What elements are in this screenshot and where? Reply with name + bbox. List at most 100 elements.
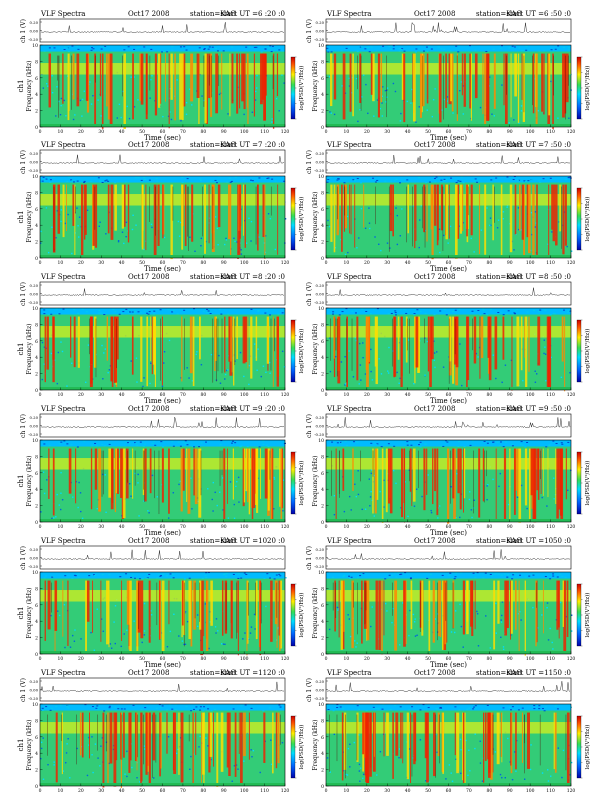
spectrogram-noise-dot bbox=[143, 500, 145, 502]
spectrogram-sferic bbox=[470, 53, 472, 121]
spectrogram-noise-dot bbox=[250, 707, 253, 709]
spectrogram-noise-dot bbox=[484, 572, 487, 574]
spectrogram-noise-dot bbox=[226, 369, 228, 372]
spectrogram-noise-dot bbox=[411, 706, 414, 708]
panel-start-time: start UT =8 :20 :0 bbox=[220, 273, 285, 281]
spectrogram-noise-dot bbox=[181, 640, 184, 642]
spectrogram-noise-dot bbox=[122, 311, 125, 313]
spectrogram-noise-dot bbox=[61, 350, 64, 353]
spectrogram-noise-dot bbox=[114, 182, 117, 184]
spectrogram-sferic bbox=[403, 53, 406, 123]
time-tick-label: 10 bbox=[58, 260, 64, 266]
spectrogram-sferic bbox=[400, 712, 402, 759]
spectrogram-noise-dot bbox=[569, 372, 571, 374]
time-tick-label: 70 bbox=[466, 656, 472, 662]
frequency-tick-label: 10 bbox=[318, 306, 324, 312]
spectrogram-noise-dot bbox=[367, 47, 370, 49]
spectrogram-noise-dot bbox=[502, 218, 505, 220]
spectrogram-noise-dot bbox=[506, 176, 509, 178]
spectrogram-noise-dot bbox=[84, 704, 87, 706]
spectrogram-noise-dot bbox=[437, 46, 440, 48]
spectrogram-noise-dot bbox=[40, 511, 42, 513]
spectrogram-sferic bbox=[478, 184, 481, 255]
spectrogram-noise-dot bbox=[415, 48, 418, 50]
spectrogram-noise-dot bbox=[81, 308, 84, 310]
spectrogram-noise-dot bbox=[479, 314, 482, 316]
waveform-frame bbox=[39, 413, 286, 438]
spectrogram-noise-dot bbox=[355, 495, 357, 498]
time-tick-label: 60 bbox=[160, 656, 166, 662]
spectrogram-noise-dot bbox=[233, 517, 236, 520]
spectrogram-sferic bbox=[375, 580, 378, 650]
spectrogram-noise-dot bbox=[419, 446, 422, 448]
spectrogram-noise-dot bbox=[94, 743, 97, 745]
spectrogram-noise-dot bbox=[394, 90, 397, 93]
spectrogram-noise-dot bbox=[436, 751, 438, 753]
spectrogram-noise-dot bbox=[125, 221, 128, 224]
spectrogram-sferic bbox=[190, 580, 193, 647]
spectrogram-noise-dot bbox=[435, 708, 438, 710]
spectrogram-sferic bbox=[172, 712, 175, 771]
spectrogram-sferic bbox=[502, 316, 505, 360]
spectrogram-noise-dot bbox=[244, 632, 246, 634]
spectrogram-noise-dot bbox=[389, 247, 391, 249]
spectrogram-sferic bbox=[470, 580, 473, 627]
waveform-tick-label: 0.20 bbox=[316, 547, 325, 552]
spectrogram-noise-dot bbox=[439, 707, 442, 709]
time-tick-label: 110 bbox=[546, 524, 555, 530]
spectrogram-noise-dot bbox=[131, 311, 134, 313]
panel-date: Oct17 2008 bbox=[128, 10, 169, 18]
spectrogram-noise-dot bbox=[440, 48, 443, 50]
spectrogram-noise-dot bbox=[81, 745, 83, 748]
spectrogram-noise-dot bbox=[418, 246, 420, 249]
spectrogram-sferic bbox=[192, 316, 195, 387]
spectrogram-noise-dot bbox=[361, 508, 363, 511]
spectrogram-sferic bbox=[212, 318, 214, 383]
spectrogram-noise-dot bbox=[360, 46, 363, 48]
spectrogram-noise-dot bbox=[167, 736, 170, 738]
spectrogram-sferic bbox=[455, 316, 459, 368]
spectrogram-noise-dot bbox=[379, 107, 382, 110]
spectrogram-noise-dot bbox=[441, 574, 444, 576]
spectrogram-sferic bbox=[561, 316, 564, 362]
spectrogram-noise-dot bbox=[170, 118, 173, 121]
spectrogram-noise-dot bbox=[489, 224, 491, 227]
spectrogram-sferic bbox=[270, 186, 272, 216]
time-tick-label: 70 bbox=[466, 392, 472, 398]
spectrogram-noise-dot bbox=[224, 378, 226, 380]
spectrogram-sferic bbox=[80, 184, 84, 257]
colorbar-label: log(PSD(V²/Hz)) bbox=[584, 461, 591, 506]
spectrogram-noise-dot bbox=[419, 444, 422, 446]
spectrogram-noise-dot bbox=[405, 312, 408, 314]
spectrogram-noise-dot bbox=[102, 378, 104, 380]
spectrogram-noise-dot bbox=[232, 708, 235, 710]
spectrogram-sferic bbox=[473, 316, 477, 364]
spectrogram-noise-dot bbox=[60, 220, 62, 223]
spectrogram-noise-dot bbox=[370, 442, 373, 444]
spectrogram-noise-dot bbox=[486, 314, 489, 316]
spectrogram-sferic bbox=[556, 448, 559, 519]
spectrogram-sferic bbox=[255, 186, 257, 245]
spectrogram-noise-dot bbox=[43, 50, 46, 52]
spectrogram-sferic bbox=[136, 712, 138, 771]
spectrogram-noise-dot bbox=[392, 48, 395, 50]
spectrogram-sferic bbox=[351, 318, 353, 371]
spectrogram-noise-dot bbox=[91, 754, 93, 756]
spectrogram-emission-band bbox=[40, 722, 285, 734]
spectrogram-sferic bbox=[107, 53, 111, 120]
frequency-axis-label: Frequency (kHz) bbox=[312, 60, 319, 111]
time-tick-label: 100 bbox=[240, 524, 249, 530]
spectrogram-noise-dot bbox=[432, 98, 435, 101]
spectrogram-noise-dot bbox=[433, 178, 436, 180]
spectrogram-noise-dot bbox=[256, 87, 258, 89]
spectrogram-noise-dot bbox=[210, 180, 213, 182]
spectrogram-noise-dot bbox=[499, 47, 502, 49]
spectrogram-noise-dot bbox=[225, 239, 228, 241]
spectrogram-noise-dot bbox=[505, 441, 508, 443]
spectrogram-sferic bbox=[387, 448, 391, 504]
spectrogram-noise-dot bbox=[133, 310, 136, 312]
spectrogram-noise-dot bbox=[403, 50, 406, 52]
spectrogram-noise-dot bbox=[570, 614, 573, 616]
spectrogram-sferic bbox=[253, 53, 256, 117]
spectrogram-sferic bbox=[437, 712, 440, 757]
